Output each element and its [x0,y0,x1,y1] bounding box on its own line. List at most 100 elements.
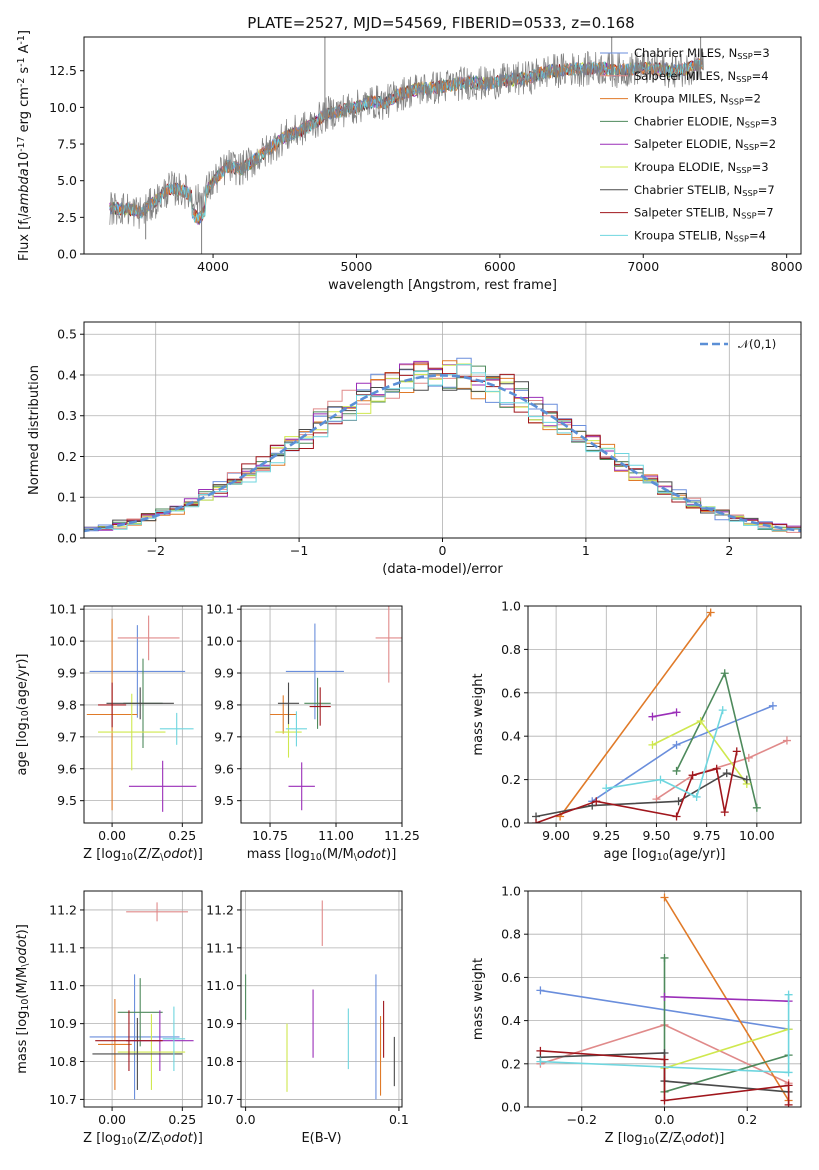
mass-weight-marker [712,764,721,773]
y-tick-label: 9.5 [57,793,77,808]
x-tick-label: 5000 [341,259,373,274]
x-axis-label: Z [log10(Z/Z\odot)] [605,1131,725,1147]
y-tick-label: 5.0 [57,173,77,188]
mass-weight-marker [718,706,727,715]
x-tick-label: 0.1 [389,1112,409,1127]
mass-weight-marker [536,1046,545,1055]
mass-weight-line [652,711,677,718]
legend-entry-label: Chabrier ELODIE, NSSP=3 [634,114,777,129]
mass-weight-marker [782,736,791,745]
mass-weight-marker [660,953,669,962]
mass-weight-marker [660,992,669,1001]
normal-curve [84,374,801,533]
plot-area [270,606,402,811]
y-tick-label: 0.4 [501,729,521,744]
y-tick-label: 12.5 [49,63,77,78]
y-axis-label: Flux [f\lambda10-17 erg cm-2 s-1 A-1] [16,30,33,261]
y-tick-label: 0.2 [57,449,77,464]
y-tick-label: 7.5 [57,137,77,152]
axes-frame [83,890,203,1108]
x-tick-label: 0 [439,543,447,558]
spectrum-legend: Chabrier MILES, NSSP=3 Salpeter MILES, NS… [600,46,777,243]
y-axis-label: mass [log10(M/M\odot)] [15,924,31,1074]
mass-weight-marker [720,808,729,817]
mass-weight-marker [648,712,657,721]
y-tick-label: 0.0 [57,247,77,262]
legend-entry-label: Salpeter STELIB, NSSP=7 [634,206,774,221]
y-tick-label: 11.0 [206,978,234,993]
mass-weight-marker [688,771,697,780]
mass-weight-marker [672,812,681,821]
y-tick-label: 9.8 [57,697,77,712]
y-tick-label: 0.6 [501,685,521,700]
legend-entry-label: Salpeter MILES, NSSP=4 [634,69,769,84]
legend-entry-label: Kroupa ELODIE, NSSP=3 [634,160,769,175]
x-axis-label: (data-model)/error [382,562,503,577]
residual-histogram-panel: −2 −1 0 1 2 0.0 0.1 0.2 0.3 0.4 0.5 (data-model)/er… [27,321,802,577]
y-tick-label: 0.0 [57,531,77,546]
mass-weight-marker [660,1096,669,1105]
mass-vs-reddening-panel: 0.0 0.1 10.7 10.8 10.9 11.0 11.1 11.2 E(B-V) [206,890,409,1146]
y-axis-label: age [log10(age/yr)] [15,654,31,776]
plot-area [89,902,194,1100]
y-tick-label: 10.1 [206,602,234,617]
mass-weight-marker [752,803,761,812]
y-tick-label: 9.5 [214,793,234,808]
x-tick-label: −1 [290,543,308,558]
x-axis-label: mass [log10(M/M\odot)] [247,847,397,863]
mass-weight-marker [706,608,715,617]
x-tick-label: 10.00 [739,828,775,843]
mass-weight-marker [672,766,681,775]
age-vs-metallicity-panel: 0.00 0.25 9.5 9.6 9.7 9.8 9.9 10.0 10.1 Z [log10(… [15,602,203,863]
y-tick-label: 11.0 [49,978,77,993]
plot-area [536,893,793,1107]
x-tick-label: 10.75 [252,828,288,843]
y-tick-label: 2.5 [57,210,77,225]
mass-weight-marker [784,990,793,999]
x-tick-label: 0.2 [737,1112,757,1127]
y-tick-label: 0.1 [57,490,77,505]
x-axis-label: Z [log10(Z/Z\odot)] [83,847,203,863]
x-tick-label: 2 [725,543,733,558]
legend-entry-label: Kroupa MILES, NSSP=2 [634,92,761,107]
y-tick-label: 10.0 [206,634,234,649]
mass-weight-marker [692,792,701,801]
mass-weight-marker [656,775,665,784]
plot-area [86,615,197,812]
y-tick-label: 9.6 [57,761,77,776]
legend-entry-label: 𝒩(0,1) [738,337,776,351]
mass-weight-marker [696,717,705,726]
x-tick-label: 6000 [484,259,516,274]
x-tick-label: 0.0 [655,1112,675,1127]
axes-frame [240,890,403,1108]
mass-weight-line [606,709,724,799]
x-tick-label: 11.25 [384,828,420,843]
mass-weight-marker [592,797,601,806]
plot-area [532,608,791,823]
y-tick-label: 0.6 [501,970,521,985]
y-tick-label: 10.9 [49,1016,77,1031]
figure-title: PLATE=2527, MJD=54569, FIBERID=0533, z=0… [247,14,634,32]
y-tick-label: 10.8 [49,1054,77,1069]
y-tick-label: 10.1 [49,602,77,617]
mass-weight-marker [784,1081,793,1090]
y-tick-label: 0.2 [501,772,521,787]
x-tick-label: 7000 [627,259,659,274]
mass-weight-marker [784,1068,793,1077]
y-tick-label: 0.3 [57,408,77,423]
legend-entry-label: Chabrier MILES, NSSP=3 [634,46,770,61]
y-tick-label: 0.0 [501,816,521,831]
axes-frame [240,605,403,824]
mass-weight-marker [720,669,729,678]
mass-weight-marker [674,797,683,806]
observed-spectrum-line [109,48,704,229]
x-tick-label: 9.50 [643,828,671,843]
legend-entry-label: Chabrier STELIB, NSSP=7 [634,183,775,198]
y-tick-label: 9.7 [57,729,77,744]
massweight-vs-metallicity-panel: −0.2 0.0 0.2 0.0 0.2 0.4 0.6 0.8 1.0 Z [log10(Z/Z… [471,884,802,1147]
plot-area [84,357,801,536]
massweight-vs-age-panel: 9.00 9.25 9.50 9.75 10.00 0.0 0.2 0.4 0.6 0.8 1.0 a… [471,599,802,863]
y-tick-label: 11.2 [49,902,77,917]
y-tick-label: 10.0 [49,100,77,115]
age-vs-mass-panel: 10.75 11.00 11.25 9.5 9.6 9.7 9.8 9.9 10.0 10.1 ma… [206,602,420,863]
